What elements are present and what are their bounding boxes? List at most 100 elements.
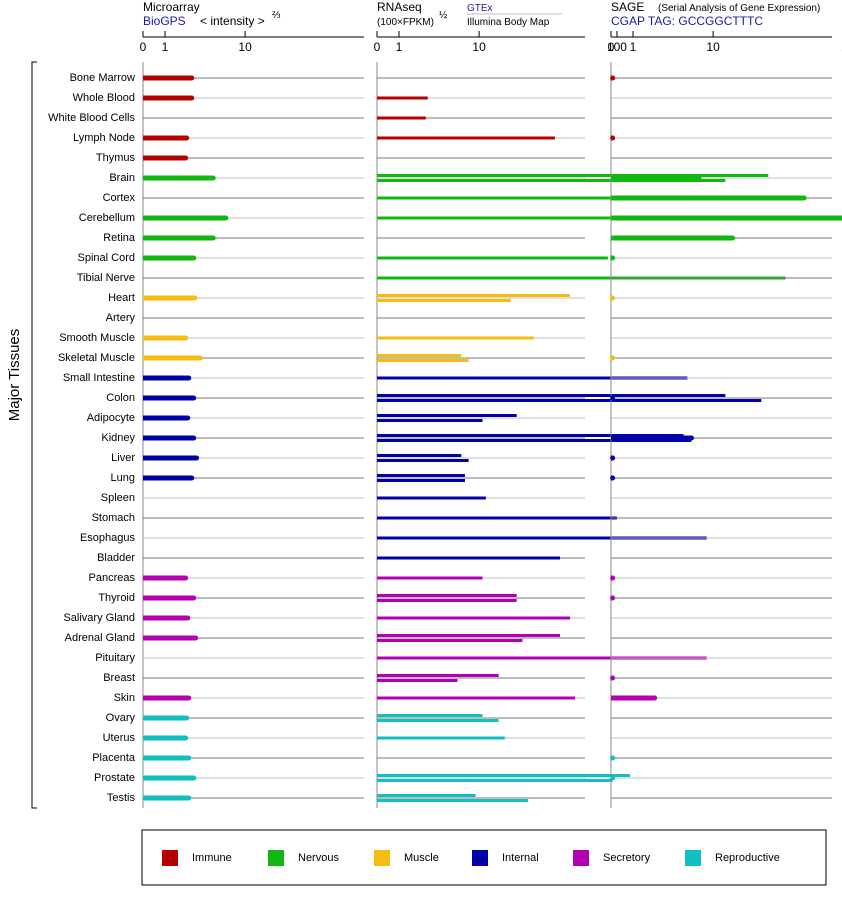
rnaseq-tick-label: 0 bbox=[374, 40, 381, 54]
legend-swatch-muscle bbox=[374, 850, 390, 866]
rnaseq-header: RNAseq (100×FPKM) ½ GTEx Illumina Body M… bbox=[377, 0, 562, 28]
sage-bar-cap bbox=[652, 695, 658, 701]
microarray-bar-cap bbox=[191, 395, 197, 401]
legend-label-muscle: Muscle bbox=[404, 852, 439, 864]
sage-bar-cap bbox=[610, 595, 616, 601]
microarray-bar-cap bbox=[186, 755, 192, 761]
microarray-bar-cap bbox=[183, 735, 189, 741]
tissue-label: Brain bbox=[109, 172, 135, 184]
rnaseq-bar bbox=[377, 736, 505, 740]
microarray-bar-cap bbox=[186, 795, 192, 801]
tissue-label: Salivary Gland bbox=[63, 612, 135, 624]
legend-box bbox=[141, 829, 827, 886]
microarray-bar bbox=[143, 775, 194, 781]
tissue-label: Spinal Cord bbox=[78, 252, 135, 264]
rnaseq-bar bbox=[377, 434, 684, 437]
rnaseq-bar bbox=[377, 794, 476, 797]
rnaseq-bar bbox=[377, 496, 486, 500]
tissue-label: Testis bbox=[107, 792, 136, 804]
rnaseq-bar bbox=[377, 779, 613, 782]
legend-swatch-immune bbox=[162, 850, 178, 866]
tissue-label: Heart bbox=[108, 292, 135, 304]
sage-bar-cap bbox=[610, 395, 616, 401]
tissue-label: Artery bbox=[106, 312, 136, 324]
microarray-bar bbox=[143, 695, 189, 701]
rnaseq-bar bbox=[377, 599, 517, 602]
microarray-tick-label: 100 bbox=[607, 40, 627, 54]
sage-panel: 01101001000 bbox=[608, 31, 842, 808]
rnaseq-bar bbox=[377, 256, 608, 260]
microarray-bar bbox=[143, 335, 186, 341]
tissue-label: Small Intestine bbox=[63, 372, 135, 384]
microarray-bar-cap bbox=[197, 355, 203, 361]
sage-bar bbox=[611, 215, 842, 221]
sage-bar bbox=[611, 235, 733, 241]
rnaseq-tick-label: 1 bbox=[396, 40, 403, 54]
microarray-bar-cap bbox=[185, 415, 191, 421]
rnaseq-bar bbox=[377, 639, 523, 642]
microarray-bar bbox=[143, 575, 186, 581]
microarray-bar-cap bbox=[194, 455, 200, 461]
rnaseq-bar bbox=[377, 174, 769, 177]
tissue-label: Lung bbox=[111, 472, 135, 484]
microarray-bar bbox=[143, 355, 201, 361]
microarray-header: Microarray BioGPS < intensity > ⅔ bbox=[143, 0, 281, 28]
sage-bar-cap bbox=[610, 755, 616, 761]
legend-label-reproductive: Reproductive bbox=[715, 852, 780, 864]
microarray-bar-cap bbox=[183, 575, 189, 581]
rnaseq-bar bbox=[377, 299, 511, 302]
microarray-bar-cap bbox=[191, 775, 197, 781]
rnaseq-bar bbox=[377, 714, 483, 717]
tissue-labels: Bone Marrow Whole Blood White Blood Cells L… bbox=[48, 72, 136, 804]
tissue-label: Pituitary bbox=[95, 652, 135, 664]
sage-bar-cap bbox=[610, 255, 616, 261]
microarray-measure-sup: ⅔ bbox=[272, 10, 281, 21]
legend-label-internal: Internal bbox=[502, 852, 539, 864]
tissue-label: Retina bbox=[103, 232, 136, 244]
tissue-label: Ovary bbox=[106, 712, 136, 724]
rnaseq-bar bbox=[377, 774, 631, 777]
microarray-bar-cap bbox=[189, 95, 195, 101]
sage-bar-cap bbox=[610, 295, 615, 301]
tissue-label: Breast bbox=[103, 672, 135, 684]
tissue-label: Bladder bbox=[97, 552, 135, 564]
rnaseq-bar bbox=[377, 674, 499, 677]
sage-bar-cap bbox=[610, 355, 615, 361]
sage-bar-cap bbox=[610, 775, 616, 781]
rnaseq-bar bbox=[377, 634, 561, 637]
microarray-bar-cap bbox=[191, 255, 197, 261]
microarray-bar-cap bbox=[184, 135, 190, 141]
microarray-bar bbox=[143, 795, 189, 801]
microarray-bar bbox=[143, 255, 194, 261]
microarray-bar bbox=[143, 735, 186, 741]
microarray-bar bbox=[143, 215, 226, 221]
rnaseq-tick-label: 10 bbox=[472, 40, 486, 54]
rnaseq-bar bbox=[377, 294, 571, 297]
rnaseq-bar bbox=[377, 556, 561, 560]
microarray-bar bbox=[143, 395, 194, 401]
sage-bar bbox=[611, 175, 699, 181]
rnaseq-bar bbox=[377, 616, 571, 620]
legend-label-immune: Immune bbox=[192, 852, 232, 864]
rnaseq-bar bbox=[377, 216, 842, 220]
microarray-bar bbox=[143, 75, 192, 81]
legend-swatch-nervous bbox=[268, 850, 284, 866]
sage-bar-cap bbox=[801, 195, 807, 201]
microarray-bar bbox=[143, 475, 192, 481]
microarray-tick-label: 10 bbox=[238, 40, 252, 54]
sage-bar bbox=[611, 435, 692, 441]
rnaseq-bar bbox=[377, 376, 688, 380]
rnaseq-panel: 01101001000 bbox=[374, 31, 842, 808]
sage-tag: CGAP TAG: GCCGGCTTTC bbox=[611, 14, 763, 28]
rnaseq-bar bbox=[377, 474, 465, 477]
tissue-label: Tibial Nerve bbox=[77, 272, 135, 284]
microarray-bar-cap bbox=[223, 215, 229, 221]
microarray-bar bbox=[143, 375, 189, 381]
microarray-bar-cap bbox=[186, 695, 192, 701]
rnaseq-bar bbox=[377, 439, 692, 442]
microarray-bar bbox=[143, 595, 194, 601]
tissue-label: Kidney bbox=[101, 432, 135, 444]
rnaseq-bar bbox=[377, 394, 726, 397]
sage-bar-cap bbox=[730, 235, 736, 241]
